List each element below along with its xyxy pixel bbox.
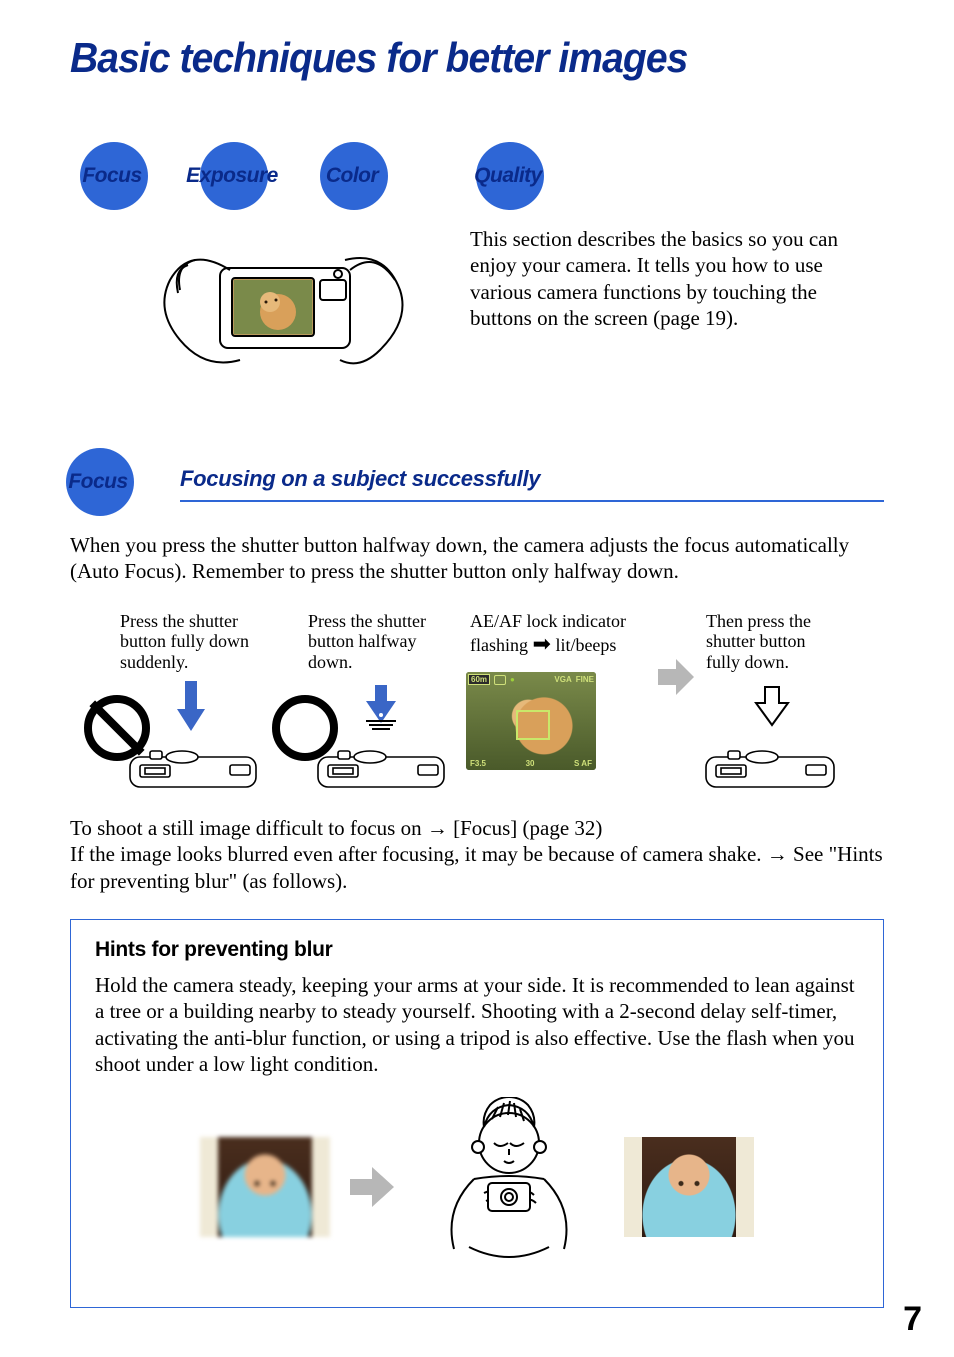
arrow-down-outline-icon [754, 685, 790, 729]
focus-paragraph: When you press the shutter button halfwa… [70, 532, 884, 585]
blurry-photo-thumb [200, 1137, 330, 1237]
sharp-photo-thumb [624, 1137, 754, 1237]
step-halfway: Press the shutter button halfway down. [278, 611, 458, 791]
lcd-fine: FINE [576, 675, 594, 684]
step4-label: Then press the shutter button fully down… [706, 611, 836, 673]
blue-arrow-down-solid-icon [176, 681, 206, 733]
aeaf-label: AE/AF lock indicator flashing ➡ lit/beep… [470, 611, 650, 657]
page-title: Basic techniques for better images [70, 34, 827, 82]
lcd-batt: 60m [468, 674, 490, 685]
camera-top-illustration [278, 735, 448, 791]
bubble-exposure-label: Exposure [186, 164, 278, 188]
intro-paragraph: This section describes the basics so you… [470, 226, 850, 400]
bubble-exposure: Exposure [200, 142, 268, 210]
focus-section-header: Focus Focusing on a subject successfully [70, 456, 884, 524]
step-fully-down: Then press the shutter button fully down… [702, 611, 837, 791]
bubble-focus: Focus [80, 142, 148, 210]
bubble-quality: Quality [476, 142, 544, 210]
bubble-quality-label: Quality [474, 164, 542, 188]
step-aeaf: AE/AF lock indicator flashing ➡ lit/beep… [466, 611, 650, 771]
hints-body: Hold the camera steady, keeping your arm… [95, 972, 859, 1077]
bubble-color-label: Color [326, 164, 378, 188]
shutter-steps-row: Press the shutter button fully down sudd… [90, 611, 884, 791]
hints-box: Hints for preventing blur Hold the camer… [70, 919, 884, 1308]
lcd-screen-preview: 60m ● VGA FINE F3.5 30 S AF [466, 672, 596, 770]
focus-section-bubble: Focus [66, 448, 134, 516]
step1-label: Press the shutter button fully down sudd… [120, 611, 270, 673]
bubble-row: Focus Exposure Color Quality [80, 142, 884, 210]
person-holding-camera-illustration [414, 1097, 604, 1277]
camera-top-illustration [702, 735, 837, 791]
right-arrow-gray-wide-icon [350, 1167, 394, 1207]
lcd-speed: 30 [526, 759, 535, 768]
blue-arrow-down-outline-icon [364, 685, 398, 737]
right-arrow-black-icon: ➡ [533, 631, 551, 656]
bubble-color: Color [320, 142, 388, 210]
hints-title: Hints for preventing blur [95, 938, 859, 962]
step2-label: Press the shutter button halfway down. [308, 611, 458, 673]
lcd-vga: VGA [554, 675, 571, 684]
lcd-af: S AF [574, 759, 592, 768]
lcd-focus-box-icon [516, 710, 550, 740]
hands-holding-camera-illustration [110, 220, 430, 400]
focus-section-bubble-label: Focus [68, 470, 127, 494]
after-steps-text: To shoot a still image difficult to focu… [70, 815, 884, 896]
bubble-focus-label: Focus [82, 164, 141, 188]
page-number: 7 [903, 1300, 922, 1339]
step-wrong: Press the shutter button fully down sudd… [90, 611, 270, 791]
camera-top-illustration [90, 735, 260, 791]
right-arrow-gray-icon [658, 659, 694, 695]
focus-section-subtitle: Focusing on a subject successfully [180, 466, 540, 492]
lcd-f: F3.5 [470, 759, 486, 768]
aeaf-suffix: lit/beeps [551, 635, 617, 655]
focus-section-rule [180, 500, 884, 502]
